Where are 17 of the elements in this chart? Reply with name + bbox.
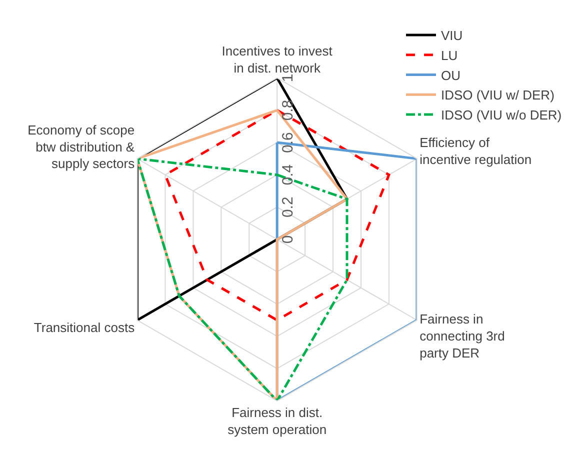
spoke-label: Fairness in dist. system operation [228,404,327,437]
legend-label: IDSO (VIU w/o DER) [441,108,562,123]
legend-label: IDSO (VIU w/ DER) [441,88,554,103]
y-tick-label: 0 [280,235,297,244]
legend-label: OU [441,68,460,83]
spoke-label: Transitional costs [34,320,136,336]
spoke-label: Incentives to invest in dist. network [222,43,333,76]
y-tick-label: 0.6 [280,132,297,153]
y-tick-label: 0.4 [280,164,297,186]
y-tick-label: 1 [280,74,297,82]
spoke-label: Fairness in connecting 3rd party DER [420,312,505,360]
y-tick-label: 0.2 [280,196,297,218]
legend-label: LU [441,48,458,63]
legend-label: VIU [441,28,463,44]
y-tick-label: 0.8 [280,100,297,121]
spoke-label: Economy of scope btw distribution & supply sectors [28,122,136,172]
spoke-label: Efficiency of incentive regulation [420,135,532,168]
